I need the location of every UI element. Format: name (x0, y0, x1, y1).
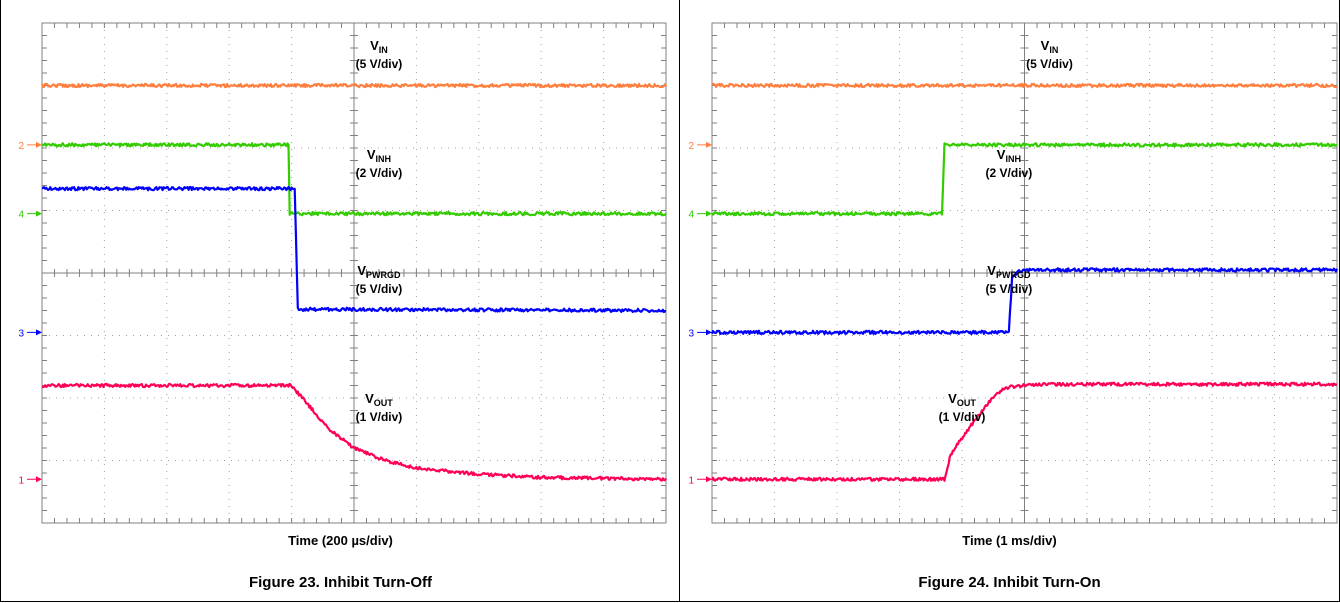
channel-marker-2: 2 (688, 141, 712, 152)
trace-annotation: VPWRGD (5 V/div) (986, 263, 1033, 296)
annotation-signal: VOUT (948, 391, 976, 408)
channel-marker-2: 2 (18, 141, 42, 152)
annotation-scale: (1 V/div) (939, 410, 986, 424)
figure-23-caption: Figure 23. Inhibit Turn-Off (248, 574, 433, 591)
figure-24-scope: 2 4 3 1 VIN (5 V/div) VINH (2 V/div) VPWRGD (5 V/… (688, 22, 1339, 524)
trace-annotation: VIN (5 V/div) (1026, 38, 1073, 71)
figure-23-panel: 2 4 3 1 VIN (5 V/div) VINH (2 V/div) VPWRGD (5 V/… (0, 0, 680, 602)
annotation-scale: (5 V/div) (1026, 57, 1073, 71)
annotation-signal: VINH (997, 147, 1021, 164)
trace-1 (40, 82, 667, 89)
annotation-signal: VPWRGD (357, 263, 401, 280)
channel-marker-label: 3 (18, 328, 24, 339)
annotation-scale: (1 V/div) (356, 410, 403, 424)
channel-marker-4: 4 (688, 210, 712, 221)
figure-24-caption: Figure 24. Inhibit Turn-On (918, 574, 1101, 591)
annotation-signal: VPWRGD (987, 263, 1031, 280)
trace-3 (41, 185, 667, 314)
annotation-signal: VOUT (365, 391, 393, 408)
annotation-scale: (5 V/div) (986, 282, 1033, 296)
channel-marker-label: 4 (688, 210, 694, 221)
annotation-signal: VIN (370, 38, 388, 55)
trace-2 (711, 142, 1338, 217)
annotation-scale: (5 V/div) (356, 57, 403, 71)
scope-grid (41, 22, 667, 524)
figure-24-panel: 2 4 3 1 VIN (5 V/div) VINH (2 V/div) VPWRGD (5 V/… (679, 0, 1340, 602)
annotation-signal: VIN (1041, 38, 1059, 55)
channel-marker-3: 3 (18, 328, 42, 339)
channel-marker-1: 1 (688, 475, 712, 486)
channel-marker-label: 1 (688, 475, 694, 486)
figure-23-scope: 2 4 3 1 VIN (5 V/div) VINH (2 V/div) VPWRGD (5 V/… (18, 22, 667, 524)
trace-annotation: VIN (5 V/div) (356, 38, 403, 71)
trace-4 (41, 382, 667, 482)
channel-marker-3: 3 (688, 328, 712, 339)
annotation-signal: VINH (367, 147, 391, 164)
annotation-scale: (2 V/div) (356, 166, 403, 180)
annotation-scale: (2 V/div) (986, 166, 1033, 180)
trace-4 (710, 381, 1338, 482)
annotation-scale: (5 V/div) (356, 282, 403, 296)
channel-marker-label: 4 (18, 210, 24, 221)
channel-marker-label: 3 (688, 328, 694, 339)
figure-24-xlabel: Time (1 ms/div) (962, 533, 1057, 548)
trace-annotation: VPWRGD (5 V/div) (356, 263, 403, 296)
channel-marker-label: 1 (18, 475, 24, 486)
channel-marker-4: 4 (18, 210, 42, 221)
trace-annotation: VOUT (1 V/div) (939, 391, 986, 424)
figure-23-xlabel: Time (200 µs/div) (288, 533, 393, 548)
trace-annotation: VOUT (1 V/div) (356, 391, 403, 424)
trace-3 (710, 267, 1339, 336)
channel-marker-label: 2 (18, 141, 24, 152)
trace-1 (711, 82, 1338, 89)
trace-annotation: VINH (2 V/div) (356, 147, 403, 180)
trace-annotation: VINH (2 V/div) (986, 147, 1033, 180)
channel-marker-1: 1 (18, 475, 42, 486)
channel-marker-label: 2 (688, 141, 694, 152)
trace-2 (41, 142, 667, 217)
